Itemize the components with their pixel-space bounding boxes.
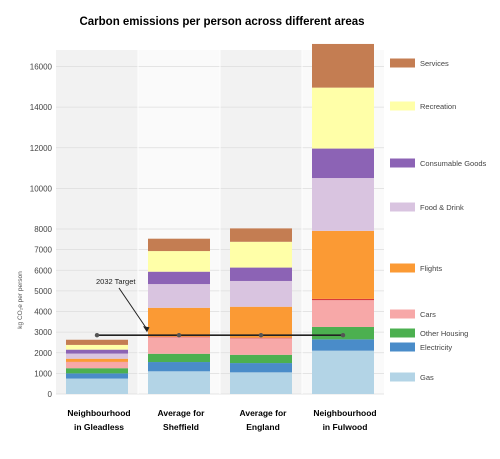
legend-label: Other Housing: [420, 329, 468, 338]
y-tick-label: 4000: [34, 308, 52, 317]
x-tick-label: in Gleadless: [74, 422, 124, 432]
legend-label: Recreation: [420, 102, 456, 111]
y-axis-label: kg CO₂e per person: [17, 271, 24, 329]
legend-swatch: [390, 203, 415, 212]
bar-segment: [148, 354, 210, 362]
bar-segment: [66, 354, 128, 359]
x-tick-label: in Fulwood: [323, 422, 368, 432]
y-tick-label: 14000: [30, 103, 53, 112]
y-tick-label: 8000: [34, 225, 52, 234]
bar-segment: [230, 228, 292, 241]
bar-segment: [230, 363, 292, 372]
bar-segment: [230, 338, 292, 355]
y-tick-label: 1000: [34, 369, 52, 378]
bar-segment: [148, 284, 210, 308]
legend-label: Gas: [420, 373, 434, 382]
legend-swatch: [390, 329, 415, 338]
legend-swatch: [390, 264, 415, 273]
legend-label: Cars: [420, 310, 436, 319]
y-tick-label: 10000: [30, 184, 53, 193]
bar-segment: [148, 251, 210, 272]
legend-label: Electricity: [420, 343, 452, 352]
x-tick-label: Average for: [240, 408, 288, 418]
target-marker: [259, 333, 263, 337]
bar-segment: [230, 242, 292, 268]
target-marker: [95, 333, 99, 337]
x-axis-labels: Neighbourhood in Gleadless Average for Shef…: [67, 408, 376, 432]
bar-segment: [312, 44, 374, 88]
bar-segment: [312, 339, 374, 350]
x-tick-label: Average for: [158, 408, 206, 418]
bar-segment: [148, 362, 210, 371]
legend-label: Food & Drink: [420, 203, 464, 212]
legend-label: Services: [420, 59, 449, 68]
y-tick-label: 2000: [34, 349, 52, 358]
bar-segment: [148, 272, 210, 284]
legend-swatch: [390, 343, 415, 352]
bar-segment: [148, 239, 210, 251]
bar-segment: [66, 345, 128, 350]
bar-segment: [66, 359, 128, 362]
legend-label: Consumable Goods: [420, 159, 487, 168]
legend-label: Flights: [420, 264, 442, 273]
bar-segment: [66, 362, 128, 368]
target-marker: [341, 333, 345, 337]
bar-segment: [312, 351, 374, 394]
x-tick-label: Sheffield: [163, 422, 199, 432]
bar-segment: [312, 178, 374, 231]
y-tick-label: 12000: [30, 144, 53, 153]
bar-segment: [312, 231, 374, 299]
y-tick-label: 7000: [34, 246, 52, 255]
y-tick-label: 5000: [34, 287, 52, 296]
y-tick-label: 16000: [30, 63, 53, 72]
bar-segment: [230, 372, 292, 394]
chart-title: Carbon emissions per person across diffe…: [79, 16, 364, 28]
bar-segment: [230, 281, 292, 307]
legend-swatch: [390, 102, 415, 111]
bar-segment: [312, 299, 374, 300]
bar-segment: [230, 268, 292, 281]
target-marker: [177, 333, 181, 337]
bar-segment: [66, 373, 128, 378]
bar-segment: [230, 338, 292, 339]
y-tick-label: 0: [48, 390, 53, 399]
y-tick-label: 6000: [34, 266, 52, 275]
legend-swatch: [390, 310, 415, 319]
bar-segment: [66, 379, 128, 394]
bar-segment: [66, 350, 128, 354]
x-tick-label: England: [246, 422, 280, 432]
bar-segment: [148, 308, 210, 337]
legend-swatch: [390, 159, 415, 168]
legend-swatch: [390, 373, 415, 382]
x-tick-label: Neighbourhood: [313, 408, 376, 418]
bar-segment: [148, 371, 210, 394]
target-label: 2032 Target: [96, 277, 136, 286]
legend: Services Recreation Consumable Goods Food &…: [390, 59, 487, 383]
bar-segment: [148, 337, 210, 354]
y-tick-label: 3000: [34, 328, 52, 337]
legend-swatch: [390, 59, 415, 68]
bar-segment: [66, 368, 128, 373]
bar-segment: [312, 88, 374, 149]
bar-segment: [230, 355, 292, 363]
bar-segment: [312, 149, 374, 178]
bar-segment: [312, 300, 374, 327]
x-tick-label: Neighbourhood: [67, 408, 130, 418]
bar-segment: [66, 340, 128, 345]
